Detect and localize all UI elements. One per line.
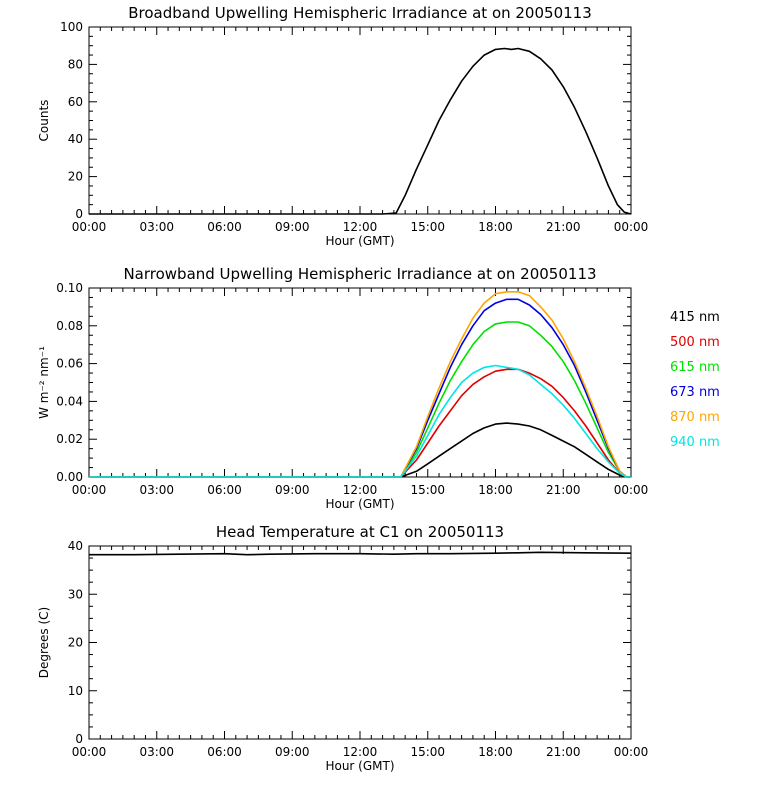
x-tick-label: 15:00 [410,483,445,497]
x-tick-label: 18:00 [478,745,513,759]
y-tick-label: 0.10 [56,281,83,295]
x-tick-label: 12:00 [343,745,378,759]
y-tick-label: 40 [68,539,83,553]
legend-entry: 940 nm [670,435,720,450]
x-tick-label: 18:00 [478,220,513,234]
x-tick-label: 00:00 [614,220,649,234]
y-tick-label: 0 [75,732,83,746]
y-axis-label: Counts [37,100,51,142]
plot-frame [88,545,632,740]
x-tick-label: 03:00 [139,220,174,234]
y-axis-label: W m⁻² nm⁻¹ [37,346,51,419]
legend-entry: 870 nm [670,410,720,425]
chart-title: Head Temperature at C1 on 20050113 [216,523,504,541]
x-tick-label: 15:00 [410,745,445,759]
chart-panel-2: Narrowband Upwelling Hemispheric Irradia… [37,265,720,511]
x-tick-label: 09:00 [275,483,310,497]
x-tick-label: 00:00 [72,483,107,497]
x-tick-label: 09:00 [275,220,310,234]
x-tick-label: 12:00 [343,483,378,497]
x-tick-label: 03:00 [139,745,174,759]
y-tick-label: 20 [68,636,83,650]
y-tick-label: 40 [68,132,83,146]
chart-title: Narrowband Upwelling Hemispheric Irradia… [123,265,596,283]
series-line-2 [89,368,631,478]
x-tick-label: 15:00 [410,220,445,234]
x-tick-label: 03:00 [139,483,174,497]
y-tick-label: 0.04 [56,394,83,408]
plot-frame [88,26,632,215]
y-tick-label: 0 [75,207,83,221]
x-tick-label: 06:00 [207,483,242,497]
x-tick-label: 00:00 [72,745,107,759]
y-tick-label: 0.06 [56,357,83,371]
y-axis-label: Degrees (C) [37,607,51,678]
y-tick-label: 100 [60,20,83,34]
x-tick-label: 12:00 [343,220,378,234]
x-tick-label: 00:00 [614,745,649,759]
series-line-6 [89,364,631,478]
legend-entry: 615 nm [670,360,720,375]
y-tick-label: 0.02 [56,432,83,446]
legend-entry: 673 nm [670,385,720,400]
x-tick-label: 21:00 [546,745,581,759]
series-line-1 [89,47,632,215]
x-axis-label: Hour (GMT) [325,759,394,773]
series-line-1 [89,551,632,556]
x-tick-label: 09:00 [275,745,310,759]
chart-title: Broadband Upwelling Hemispheric Irradian… [128,4,592,22]
y-tick-label: 20 [68,170,83,184]
x-axis-label: Hour (GMT) [325,497,394,511]
chart-panel-1: Broadband Upwelling Hemispheric Irradian… [37,4,648,248]
legend-entry: 500 nm [670,335,720,350]
x-tick-label: 06:00 [207,745,242,759]
y-tick-label: 0.00 [56,470,83,484]
legend-entry: 415 nm [670,310,720,325]
y-tick-label: 0.08 [56,319,83,333]
series-line-4 [89,298,631,478]
x-tick-label: 06:00 [207,220,242,234]
x-tick-label: 00:00 [72,220,107,234]
x-tick-label: 21:00 [546,483,581,497]
x-tick-label: 21:00 [546,220,581,234]
x-axis-label: Hour (GMT) [325,234,394,248]
series-line-1 [89,422,631,478]
series-line-5 [89,290,631,478]
x-tick-label: 18:00 [478,483,513,497]
y-tick-label: 80 [68,57,83,71]
series-line-3 [89,321,631,478]
y-tick-label: 10 [68,684,83,698]
y-tick-label: 30 [68,587,83,601]
y-tick-label: 60 [68,95,83,109]
x-tick-label: 00:00 [614,483,649,497]
